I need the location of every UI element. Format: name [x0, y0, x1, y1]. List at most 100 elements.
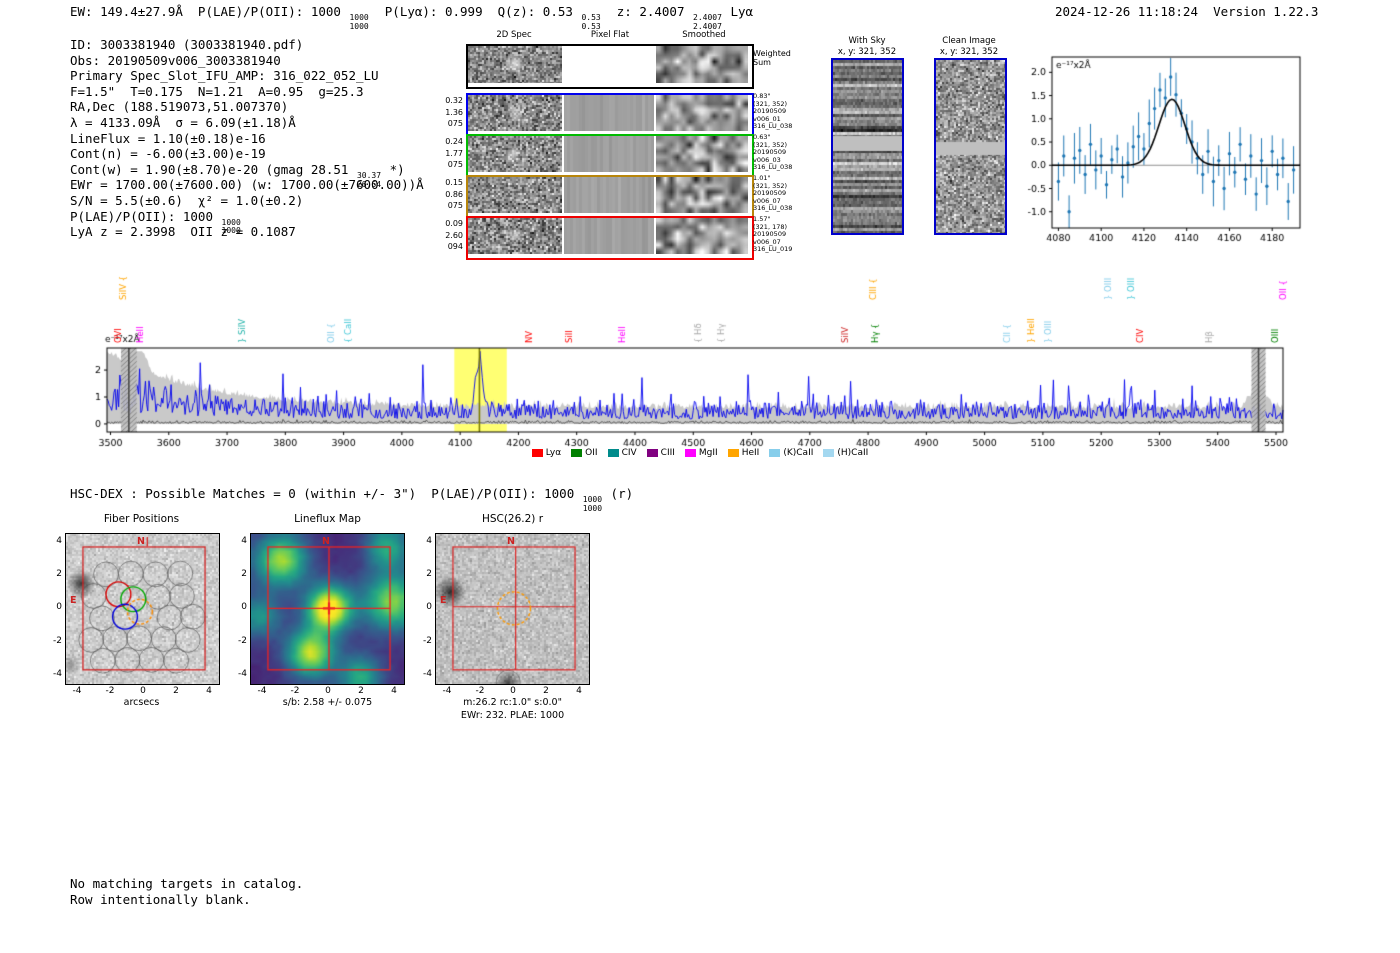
- legend-item: OII: [571, 448, 598, 458]
- text-segment: Cont(w) = 1.90(±8.70)e-20 (gmag 28.51: [70, 161, 356, 177]
- legend-item: (H)CaII: [823, 448, 868, 458]
- compass-east: E: [440, 595, 447, 606]
- spectrum-legend: Lyα OII CIV CIII MgII HeII (K)CaII (H)CaII: [340, 448, 1060, 458]
- weighted-pixelflat-image: [564, 46, 654, 83]
- weight-value: 0.09: [445, 219, 463, 228]
- x-tick-label: 2: [543, 686, 549, 696]
- legend-swatch: [727, 449, 739, 457]
- smoothed-image: [656, 218, 748, 254]
- legend-swatch: [607, 449, 619, 457]
- y-tick-label: -2: [53, 635, 62, 646]
- pixelflat-image: [564, 177, 654, 213]
- x-tick-label: 2: [173, 686, 179, 696]
- line-fit-plot: [1008, 47, 1348, 247]
- legend-item: (K)CaII: [769, 448, 813, 458]
- weight-value: 1.36: [445, 107, 463, 117]
- y-tick-label: 2: [241, 569, 247, 580]
- fiber-cutout-row: [466, 175, 754, 219]
- legend-swatch: [823, 449, 835, 457]
- stacked-fraction: 1000 1000: [582, 495, 603, 514]
- hsc-cutout-title: HSC(26.2) r: [481, 513, 544, 525]
- fiber-cutout-row: [466, 93, 754, 137]
- clean-image-frame: [934, 58, 1007, 235]
- x-tick-label: 4: [391, 686, 397, 696]
- smoothed-image: [656, 177, 748, 213]
- spec2d-image: [468, 136, 562, 172]
- weight-value: 075: [447, 119, 463, 128]
- y-tick-label: -2: [238, 635, 247, 646]
- weight-value: 075: [447, 160, 463, 169]
- meta-value: 316_LU_038: [753, 204, 793, 213]
- summary-header: EW: 149.4±27.9Å P(LAE)/P(OII): 1000 1000…: [70, 4, 753, 32]
- meta-value: v006_01: [753, 114, 781, 123]
- withsky-title: With Sky: [848, 36, 886, 46]
- meta-value: 316_LU_038: [753, 122, 793, 131]
- hsc-dex-summary: HSC-DEX : Possible Matches = 0 (within +…: [70, 486, 633, 514]
- legend-swatch: [646, 449, 658, 457]
- fiber-xlabel: arcsecs: [123, 697, 160, 708]
- weighted-smoothed-image: [656, 46, 748, 83]
- x-tick-label: 0: [510, 686, 516, 696]
- y-tick-label: 0: [241, 602, 247, 613]
- text-segment: P(LAE)/P(OII): 1000: [70, 208, 221, 224]
- legend-label: OII: [585, 448, 598, 458]
- legend-swatch: [531, 449, 543, 457]
- text-segment: λ = 4133.09Å σ = 6.09(±1.18)Å: [70, 114, 296, 130]
- weight-value: 075: [447, 201, 463, 210]
- y-tick-label: 0: [426, 602, 432, 613]
- stacked-fraction: 2.4007 2.4007: [692, 13, 723, 32]
- text-segment: EWr = 1700.00(±7600.00) (w: 1700.00(±760…: [70, 177, 424, 193]
- y-tick-label: 4: [241, 536, 247, 546]
- smoothed-image: [656, 136, 748, 172]
- legend-swatch: [571, 449, 583, 457]
- pixelflat-image: [564, 95, 654, 131]
- x-tick-label: -4: [72, 686, 82, 696]
- legend-label: (K)CaII: [783, 448, 814, 458]
- text-segment: ID: 3003381940 (3003381940.pdf): [70, 37, 304, 52]
- meta-value: 20190509: [753, 230, 787, 239]
- text-segment: F=1.5" T=0.175 N=1.21 A=0.95 g=25.3: [70, 83, 364, 99]
- meta-value: (321, 352): [753, 99, 788, 108]
- y-tick-label: 0: [56, 602, 62, 613]
- fraction-bottom: 1000: [349, 21, 369, 31]
- weighted-label-line-2: Sum: [753, 58, 771, 67]
- stacked-fraction: 0.53 0.53: [580, 13, 601, 32]
- y-tick-label: 2: [56, 569, 62, 580]
- y-tick-label: -4: [423, 668, 432, 679]
- fiber-row-weights: 0.09 2.60 094: [438, 218, 463, 253]
- text-segment: Obs: 20190509v006_3003381940: [70, 52, 281, 68]
- fiber-row-meta: 0.63" (321, 352) 20190509 v006_03 316_LU_038: [753, 133, 813, 172]
- weight-value: 0.86: [445, 189, 463, 199]
- info-line: ID: 3003381940 (3003381940.pdf): [70, 37, 424, 53]
- hsc-xlabel2: EWr: 232. PLAE: 1000: [460, 710, 565, 721]
- legend-label: CIII: [660, 448, 675, 458]
- info-line: Obs: 20190509v006_3003381940: [70, 53, 424, 69]
- spec2d-image: [468, 218, 562, 254]
- y-tick-label: 2: [426, 569, 432, 580]
- legend-label: MgII: [698, 448, 718, 458]
- y-tick-label: 4: [56, 536, 62, 546]
- legend-label: CIV: [621, 448, 637, 458]
- fiber-row-meta: 1.57" (321, 178) 20190509 v006_07 316_LU_019: [753, 215, 813, 254]
- legend-label: HeII: [741, 448, 760, 458]
- legend-item: HeII: [727, 448, 760, 458]
- meta-value: 316_LU_019: [753, 245, 793, 254]
- legend-item: Lyα: [531, 448, 561, 458]
- weighted-sum-row: [466, 44, 754, 89]
- x-tick-label: -2: [290, 686, 300, 696]
- x-tick-label: -4: [442, 686, 452, 696]
- meta-value: 316_LU_038: [753, 163, 793, 172]
- y-tick-label: 4: [426, 536, 432, 546]
- text-segment: Primary Spec_Slot_IFU_AMP: 316_022_052_L…: [70, 68, 379, 84]
- text-segment: Cont(n) = -6.00(±3.00)e-19: [70, 146, 266, 162]
- col-header-pixelflat: Pixel Flat: [590, 30, 630, 40]
- fraction-bottom: 1000: [221, 226, 241, 236]
- fiber-row-weights: 0.15 0.86 075: [438, 177, 463, 212]
- x-tick-label: 0: [325, 686, 331, 696]
- lineflux-map-title: Lineflux Map: [294, 513, 361, 525]
- meta-value: 0.83": [753, 92, 771, 100]
- text-segment: LineFlux = 1.10(±0.18)e-16: [70, 130, 266, 146]
- col-header-2dspec: 2D Spec: [496, 30, 532, 40]
- legend-item: CIV: [607, 448, 637, 458]
- legend-swatch: [769, 449, 781, 457]
